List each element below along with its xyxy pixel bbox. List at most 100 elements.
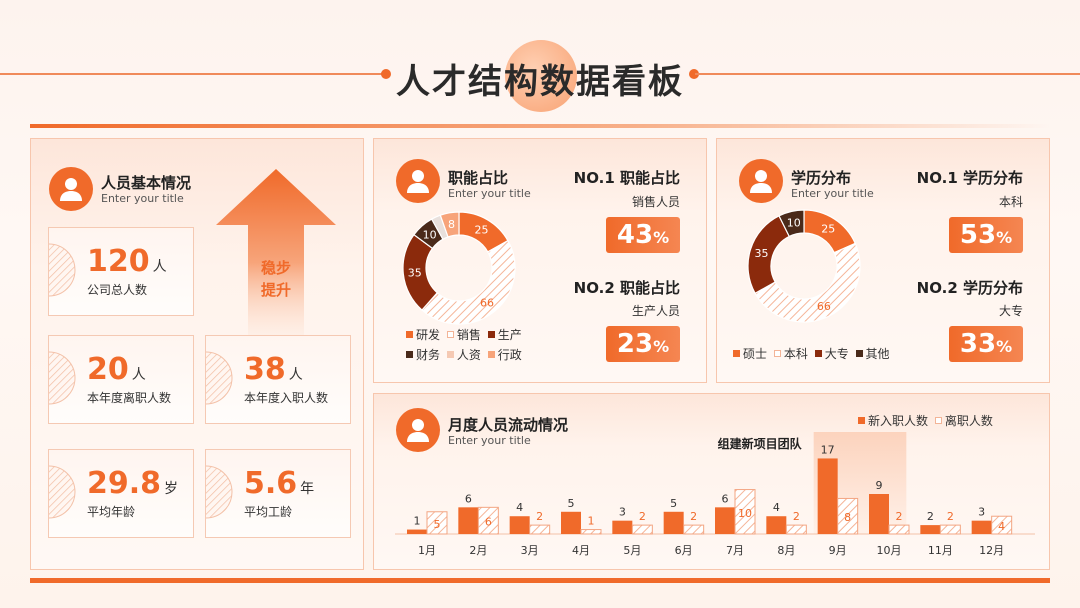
function-legend-row2: 财务 人资 行政 xyxy=(406,346,525,363)
rank1-sub: 本科 xyxy=(998,195,1023,209)
stat-label: 平均年龄 xyxy=(87,505,136,519)
legend-item: 本科 xyxy=(773,345,808,362)
bar-leave-1月 xyxy=(426,511,448,535)
donut-slice-其他 xyxy=(778,209,805,238)
bar-new-1月 xyxy=(407,529,427,534)
title-decor-circle xyxy=(505,40,577,112)
bar-leave-label: 1 xyxy=(588,515,595,528)
bar-new-3月 xyxy=(509,516,530,534)
x-tick-label: 11月 xyxy=(928,544,953,557)
legend-item: 销售 xyxy=(446,326,481,343)
hatch-circle-icon xyxy=(49,243,76,297)
x-tick-label: 12月 xyxy=(979,544,1004,557)
donut-slice-行政 xyxy=(439,211,460,238)
bar-leave-9月 xyxy=(837,497,859,535)
rank2-sub: 生产人员 xyxy=(631,304,680,318)
page-title: 人才结构数据看板 xyxy=(396,62,684,102)
rank1-title: NO.1 职能占比 xyxy=(573,169,680,187)
growth-arrow: 稳步 提升 xyxy=(216,169,336,339)
legend-item: 硕士 xyxy=(733,345,767,362)
bar-leave-label: 2 xyxy=(896,510,903,523)
bar-new-label: 17 xyxy=(821,443,835,456)
bar-new-label: 4 xyxy=(773,501,780,514)
panel-title: 人员基本情况 xyxy=(101,174,192,192)
rank2-badge: 23% xyxy=(606,326,680,362)
x-tick-label: 8月 xyxy=(777,544,795,557)
rank2-badge: 33% xyxy=(949,326,1023,362)
bar-new-label: 5 xyxy=(568,497,575,510)
hatch-circle-icon xyxy=(206,465,233,519)
bar-leave-label: 10 xyxy=(738,507,752,520)
rank1-badge: 53% xyxy=(949,217,1023,253)
donut-label-其他: 10 xyxy=(787,217,801,230)
bar-new-label: 5 xyxy=(670,497,677,510)
donut-label-行政: 8 xyxy=(448,218,455,231)
bar-new-4月 xyxy=(561,511,581,534)
bar-new-label: 9 xyxy=(876,479,883,492)
stat-card-tenure: 5.6 年 平均工龄 xyxy=(205,449,351,538)
panel-basic-info: 人员基本情况 Enter your title 稳步 提升 120 人 公司总人数… xyxy=(30,138,364,570)
bar-leave-5月 xyxy=(631,524,653,535)
panel-title: 月度人员流动情况 xyxy=(448,416,569,434)
stat-card-age: 29.8 岁 平均年龄 xyxy=(48,449,194,538)
bar-leave-label: 5 xyxy=(434,518,441,531)
education-legend: 硕士 本科 大专 其他 xyxy=(733,345,893,362)
stat-value: 120 人 xyxy=(87,244,167,279)
x-tick-label: 1月 xyxy=(418,544,436,557)
bar-leave-12月 xyxy=(991,515,1013,535)
title-line-right xyxy=(695,73,1080,75)
stat-value: 5.6 年 xyxy=(244,466,315,501)
bar-new-label: 4 xyxy=(516,501,523,514)
bar-leave-label: 4 xyxy=(998,520,1005,533)
bar-leave-label: 2 xyxy=(639,510,646,523)
bar-leave-label: 2 xyxy=(536,510,543,523)
user-icon xyxy=(739,159,783,203)
bar-leave-11月 xyxy=(939,524,961,535)
rank2-title: NO.2 职能占比 xyxy=(573,279,680,297)
stat-value: 38 人 xyxy=(244,352,303,387)
bar-leave-7月 xyxy=(734,489,756,535)
rank1-badge: 43% xyxy=(606,217,680,253)
bar-new-label: 6 xyxy=(465,492,472,505)
panel-subtitle: Enter your title xyxy=(791,187,874,200)
stat-label: 本年度离职人数 xyxy=(87,391,172,405)
donut-slice-销售 xyxy=(421,239,516,325)
donut-label-本科: 66 xyxy=(817,300,831,313)
x-tick-label: 4月 xyxy=(572,544,590,557)
legend-item: 行政 xyxy=(487,346,522,363)
donut-label-销售: 66 xyxy=(480,297,494,310)
stat-label: 本年度入职人数 xyxy=(244,391,329,405)
legend-item: 生产 xyxy=(487,326,522,343)
bar-leave-label: 2 xyxy=(690,510,697,523)
stat-card-join: 38 人 本年度入职人数 xyxy=(205,335,351,424)
stat-value: 29.8 岁 xyxy=(87,466,179,501)
rank2-title: NO.2 学历分布 xyxy=(916,279,1023,297)
title-line-left xyxy=(0,73,385,75)
hatch-circle-icon xyxy=(49,465,76,519)
bar-leave-label: 2 xyxy=(947,510,954,523)
bar-leave-label: 6 xyxy=(485,516,492,529)
donut-label-大专: 35 xyxy=(754,247,768,260)
x-tick-label: 9月 xyxy=(829,544,847,557)
donut-label-硕士: 25 xyxy=(821,223,835,236)
hatch-circle-icon xyxy=(206,351,233,405)
bar-new-10月 xyxy=(869,494,889,534)
bar-new-8月 xyxy=(766,516,787,534)
bar-new-2月 xyxy=(458,507,479,534)
donut-label-生产: 35 xyxy=(408,267,422,280)
donut-label-研发: 25 xyxy=(475,224,489,237)
bar-leave-10月 xyxy=(888,524,910,535)
stat-card-leave: 20 人 本年度离职人数 xyxy=(48,335,194,424)
stat-value: 20 人 xyxy=(87,352,146,387)
bottom-band xyxy=(30,578,1050,583)
panel-subtitle: Enter your title xyxy=(101,192,184,205)
x-tick-label: 6月 xyxy=(675,544,693,557)
bar-leave-label: 8 xyxy=(844,511,851,524)
chart-annotation: 组建新项目团队 xyxy=(718,436,803,451)
rank1-sub: 销售人员 xyxy=(631,195,680,209)
stat-label: 平均工龄 xyxy=(244,505,293,519)
bar-leave-8月 xyxy=(785,524,807,535)
legend-item: 大专 xyxy=(814,345,849,362)
panel-education: 学历分布 Enter your title 25 66 35 10 硕士 本科 大专 … xyxy=(716,138,1050,383)
